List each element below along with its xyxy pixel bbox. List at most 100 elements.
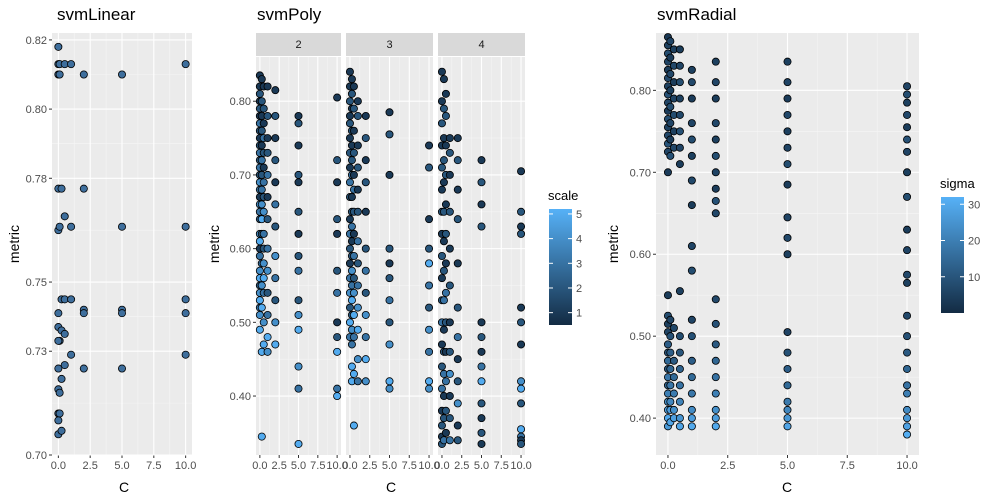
data-point xyxy=(517,377,526,386)
data-point xyxy=(517,340,526,349)
data-point xyxy=(711,78,720,87)
data-point xyxy=(675,78,684,87)
data-point xyxy=(903,364,912,373)
data-point xyxy=(445,436,454,445)
data-point xyxy=(349,104,358,113)
data-point xyxy=(333,156,342,165)
data-point xyxy=(345,303,354,312)
data-point xyxy=(347,340,356,349)
data-point xyxy=(477,222,486,231)
data-point xyxy=(669,323,678,332)
data-point xyxy=(903,381,912,390)
data-point xyxy=(711,389,720,398)
colorbar-tick-label: 30 xyxy=(968,199,980,211)
data-point xyxy=(255,237,264,246)
data-point xyxy=(687,332,696,341)
data-point xyxy=(181,60,190,69)
data-point xyxy=(55,409,64,418)
data-point xyxy=(385,274,394,283)
data-point xyxy=(294,296,303,305)
data-point xyxy=(711,184,720,193)
data-point xyxy=(353,111,362,120)
x-tick-label: 5.0 xyxy=(474,460,489,472)
data-point xyxy=(445,369,454,378)
data-point xyxy=(263,244,272,253)
data-point xyxy=(349,82,358,91)
x-tick-label: 5.0 xyxy=(780,460,795,472)
data-point xyxy=(353,281,362,290)
data-point xyxy=(441,259,450,268)
data-point xyxy=(345,67,354,76)
data-point xyxy=(54,309,63,318)
data-point xyxy=(903,389,912,398)
data-point xyxy=(353,141,362,150)
data-point xyxy=(903,147,912,156)
data-point xyxy=(271,251,280,260)
facet-strip xyxy=(256,33,341,56)
data-point xyxy=(385,259,394,268)
data-point xyxy=(181,309,190,318)
data-point xyxy=(477,414,486,423)
data-point xyxy=(347,193,356,202)
data-point xyxy=(345,244,354,253)
data-point xyxy=(441,200,450,209)
data-point xyxy=(294,362,303,371)
data-point xyxy=(349,333,358,342)
data-point xyxy=(353,185,362,194)
data-point xyxy=(55,388,64,397)
data-point xyxy=(263,193,272,202)
data-point xyxy=(271,111,280,120)
data-point xyxy=(675,381,684,390)
data-point xyxy=(445,347,454,356)
data-point xyxy=(294,141,303,150)
data-point xyxy=(271,86,280,95)
data-point xyxy=(385,384,394,393)
data-point xyxy=(666,119,675,128)
data-point xyxy=(711,57,720,66)
svmlinear-title: svmLinear xyxy=(57,5,136,24)
data-point xyxy=(294,310,303,319)
data-point xyxy=(437,67,446,76)
data-point xyxy=(783,213,792,222)
x-tick-label: 2.5 xyxy=(83,460,98,472)
data-point xyxy=(257,185,266,194)
x-tick-label: 10.0 xyxy=(418,460,439,472)
data-point xyxy=(783,110,792,119)
facet-strip xyxy=(346,33,433,56)
data-point xyxy=(453,185,462,194)
data-point xyxy=(259,229,268,238)
data-point xyxy=(425,244,434,253)
data-point xyxy=(263,347,272,356)
data-point xyxy=(263,134,272,143)
data-point xyxy=(441,89,450,98)
svmradial-ylabel: metric xyxy=(605,225,621,263)
data-point xyxy=(347,362,356,371)
data-point xyxy=(437,97,446,106)
data-point xyxy=(517,167,526,176)
data-point xyxy=(361,377,370,386)
data-point xyxy=(903,98,912,107)
data-point xyxy=(783,414,792,423)
svmpoly-panel: svmPoly C metric 20.0 2.5 5.0 7.5 10.00.400.… xyxy=(206,5,532,495)
data-point xyxy=(425,384,434,393)
data-point xyxy=(711,135,720,144)
colorbar-tick-label: 10 xyxy=(968,272,980,284)
data-point xyxy=(441,229,450,238)
data-point xyxy=(687,266,696,275)
data-point xyxy=(441,428,450,437)
x-tick-label: 0.0 xyxy=(342,460,357,472)
svmradial-panel: svmRadial C metric 0.0 2.5 5.0 7.5 10.0 0.40 0… xyxy=(605,5,919,495)
data-point xyxy=(271,340,280,349)
data-point xyxy=(666,102,675,111)
data-point xyxy=(663,291,672,300)
data-point xyxy=(55,222,64,231)
data-point xyxy=(385,296,394,305)
data-point xyxy=(353,325,362,334)
facet-strip-label: 4 xyxy=(478,39,484,51)
data-point xyxy=(257,200,266,209)
x-tick-label: 2.5 xyxy=(454,460,469,472)
data-point xyxy=(675,160,684,169)
y-tick-label: 0.70 xyxy=(630,167,651,179)
data-point xyxy=(347,222,356,231)
data-point xyxy=(345,134,354,143)
